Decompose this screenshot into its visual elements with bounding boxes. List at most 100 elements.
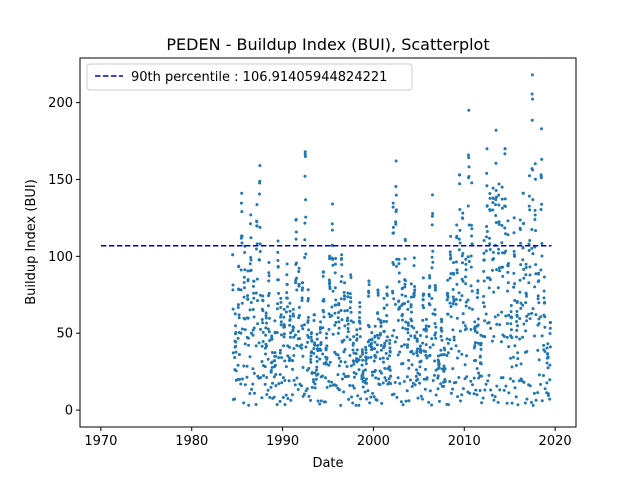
data-point (506, 270, 510, 274)
data-point (418, 381, 422, 385)
data-point (304, 215, 308, 219)
data-point (488, 192, 492, 196)
data-point (231, 307, 235, 311)
data-point (539, 315, 543, 319)
chart-title: PEDEN - Buildup Index (BUI), Scatterplot (166, 35, 489, 54)
data-point (284, 310, 288, 314)
data-point (346, 326, 350, 330)
data-point (260, 318, 264, 322)
data-point (318, 330, 322, 334)
data-point (430, 403, 434, 407)
data-point (476, 317, 480, 321)
data-point (533, 285, 537, 289)
data-point (252, 391, 256, 395)
data-point (303, 152, 307, 156)
data-point (546, 352, 550, 356)
data-point (307, 336, 311, 340)
data-point (351, 401, 355, 405)
data-point (334, 384, 338, 388)
data-point (340, 263, 344, 267)
data-point (522, 221, 526, 225)
data-point (470, 181, 474, 185)
data-point (521, 258, 525, 262)
data-point (407, 337, 411, 341)
data-point (386, 357, 390, 361)
data-point (319, 340, 323, 344)
data-point (247, 343, 251, 347)
data-point (446, 312, 450, 316)
data-point (491, 268, 494, 272)
data-point (486, 379, 490, 383)
data-point (506, 264, 510, 268)
data-point (254, 291, 258, 295)
data-point (245, 364, 249, 368)
data-point (387, 377, 391, 381)
data-point (413, 288, 417, 292)
data-point (303, 155, 307, 158)
data-point (315, 337, 319, 341)
data-point (337, 364, 341, 368)
data-point (504, 249, 508, 253)
data-point (419, 348, 423, 352)
data-point (398, 305, 402, 309)
data-point (352, 386, 356, 390)
data-point (412, 290, 416, 294)
data-point (342, 338, 346, 342)
data-point (321, 352, 325, 356)
data-point (298, 313, 301, 317)
data-point (267, 260, 271, 264)
data-point (421, 298, 425, 302)
data-point (325, 385, 329, 389)
data-point (467, 223, 471, 227)
data-point (460, 294, 464, 298)
data-point (357, 358, 361, 362)
data-point (427, 324, 431, 328)
data-point (246, 336, 250, 340)
data-point (428, 274, 432, 278)
data-point (310, 385, 314, 389)
data-point (494, 221, 498, 225)
data-point (433, 283, 437, 287)
data-point (454, 297, 458, 301)
data-point (492, 335, 496, 338)
data-point (473, 320, 477, 324)
data-point (286, 397, 290, 400)
data-point (282, 332, 286, 336)
data-point (409, 303, 413, 307)
data-point (376, 336, 380, 340)
data-point (485, 171, 489, 175)
data-point (280, 356, 284, 360)
data-point (365, 397, 369, 401)
data-point (439, 326, 443, 330)
data-point (394, 185, 398, 189)
data-point (512, 231, 516, 235)
data-point (499, 340, 503, 344)
data-point (361, 376, 365, 380)
data-point (297, 305, 301, 309)
data-point (309, 354, 313, 358)
data-point (378, 331, 382, 335)
data-point (321, 374, 325, 378)
data-point (515, 299, 519, 303)
data-point (415, 330, 419, 334)
data-point (533, 334, 537, 338)
data-point (231, 253, 235, 257)
data-point (334, 320, 338, 324)
data-point (295, 344, 299, 348)
data-point (469, 328, 473, 332)
data-point (404, 294, 408, 298)
legend-label: 90th percentile : 106.91405944824221 (131, 70, 387, 85)
data-point (300, 298, 304, 302)
data-point (418, 373, 422, 376)
data-point (548, 363, 552, 367)
data-point (400, 344, 404, 348)
data-point (246, 278, 250, 282)
data-point (413, 336, 417, 340)
data-point (484, 249, 488, 253)
data-point (405, 345, 409, 349)
data-point (330, 228, 334, 232)
data-point (425, 335, 429, 339)
data-point (455, 316, 459, 320)
data-point (470, 234, 474, 238)
data-point (391, 231, 395, 235)
